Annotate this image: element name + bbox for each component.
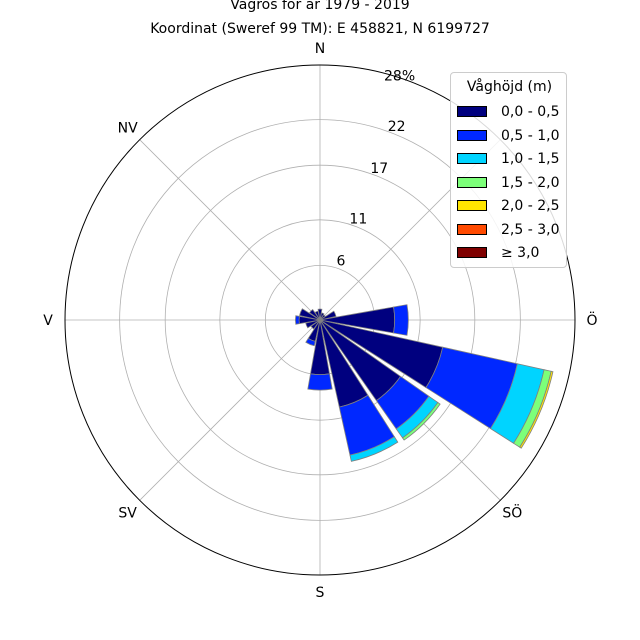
- max-ring-label: 28%: [384, 68, 415, 84]
- bar-segment: [308, 308, 321, 321]
- legend-swatch: [457, 200, 487, 211]
- legend-label: 0,5 - 1,0: [501, 127, 560, 144]
- bar-segment: [310, 319, 321, 330]
- legend-title: Våghöjd (m): [466, 79, 553, 95]
- legend-label: 1,0 - 1,5: [501, 151, 560, 167]
- bar-segment: [393, 304, 409, 336]
- bar-segment: [519, 370, 554, 449]
- ring-label: 17: [370, 161, 388, 177]
- legend-swatch: [457, 247, 487, 258]
- direction-label: SV: [118, 505, 137, 521]
- legend-label: 2,5 - 3,0: [501, 221, 560, 238]
- legend-item: 2,0 - 2,5: [457, 197, 565, 215]
- legend-label: 0,0 - 0,5: [501, 104, 560, 120]
- bar-segment: [305, 319, 321, 329]
- legend-swatch: [457, 223, 487, 235]
- grid-spoke: [139, 319, 321, 501]
- sector-bars: [295, 304, 554, 462]
- ring-labels: 6 11 17 22 28%: [336, 68, 415, 269]
- direction-label: N: [315, 41, 325, 57]
- bar-segment: [305, 337, 316, 347]
- direction-label: NV: [118, 121, 138, 137]
- legend-swatch: [457, 153, 487, 164]
- legend-swatch: [457, 176, 487, 188]
- direction-labels: N NV V SV S SÖ Ö: [43, 41, 597, 601]
- legend-item: ≥ 3,0: [457, 244, 565, 262]
- bar-segment: [314, 310, 321, 321]
- legend-item: 0,0 - 0,5: [457, 103, 565, 121]
- ring-label: 11: [349, 211, 367, 227]
- grid-spoke: [139, 139, 321, 321]
- bar-segment: [349, 436, 399, 462]
- legend-swatch: [457, 129, 487, 141]
- direction-label: Ö: [586, 311, 597, 329]
- direction-label: S: [316, 585, 325, 601]
- legend-item: 0,5 - 1,0: [457, 127, 565, 145]
- chart-title: Vågros för år 1979 - 2019: [230, 0, 410, 13]
- chart-subtitle: Koordinat (Sweref 99 TM): E 458821, N 61…: [150, 21, 490, 37]
- bar-segment: [295, 315, 300, 325]
- direction-label: V: [43, 313, 53, 329]
- legend-label: ≥ 3,0: [501, 245, 540, 261]
- ring-label: 22: [388, 119, 406, 135]
- legend: Våghöjd (m) 0,0 - 0,5 0,5 - 1,0 1,0 - 1,5 1…: [450, 72, 567, 268]
- ring-label: 6: [336, 254, 345, 270]
- outer-ring: [64, 64, 576, 576]
- direction-label: SÖ: [502, 503, 522, 521]
- legend-item: 2,5 - 3,0: [457, 221, 565, 239]
- legend-label: 2,0 - 2,5: [501, 198, 560, 214]
- polar-frame: [64, 64, 576, 576]
- legend-label: 1,5 - 2,0: [501, 174, 560, 191]
- bar-segment: [401, 401, 441, 441]
- legend-item: 1,0 - 1,5: [457, 150, 565, 168]
- bar-segment: [307, 373, 333, 391]
- legend-swatch: [457, 106, 487, 117]
- bar-segment: [299, 308, 321, 321]
- bar-segment: [319, 310, 337, 321]
- bar-segment: [317, 308, 323, 321]
- legend-item: 1,5 - 2,0: [457, 174, 565, 192]
